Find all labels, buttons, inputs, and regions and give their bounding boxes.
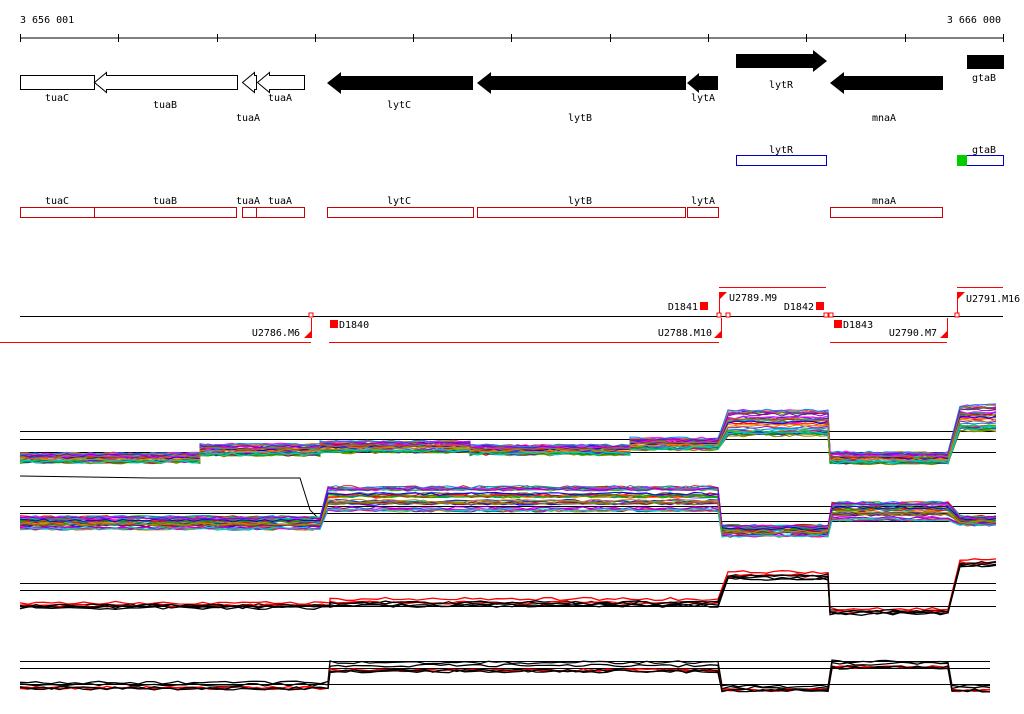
gene-lytA[interactable]: lytA [687, 73, 718, 104]
svg-text:lytA: lytA [691, 93, 715, 104]
ruler-end-label: 3 666 000 [947, 15, 1001, 26]
marker-U2791-M16[interactable]: U2791.M16 [957, 292, 1021, 313]
expression-panel-3 [19, 558, 997, 616]
gene-tuaC[interactable]: tuaC [20, 75, 95, 105]
gene-tuaA[interactable]: tuaA [256, 71, 305, 105]
svg-text:tuaB: tuaB [153, 100, 177, 111]
svg-text:tuaA: tuaA [236, 113, 260, 124]
svg-text:tuaA: tuaA [268, 196, 292, 207]
blue-feature-lytR[interactable]: lytR [736, 145, 827, 166]
expression-panel-2 [19, 475, 997, 538]
svg-text:lytB: lytB [568, 196, 592, 207]
svg-text:tuaB: tuaB [153, 196, 177, 207]
blue-feature-gtaB[interactable]: gtaB [957, 145, 1004, 166]
expression-panel-1 [19, 403, 997, 466]
marker-U2789-M9[interactable]: U2789.M9 [719, 292, 778, 313]
blue-feature-track: lytR gtaB [736, 145, 1004, 166]
expression-panel-4 [19, 659, 991, 693]
svg-text:tuaC: tuaC [45, 196, 69, 207]
svg-text:U2786.M6: U2786.M6 [252, 328, 300, 339]
gene-gtaB[interactable]: gtaB [967, 55, 1004, 84]
transcript-track: D1841 U2789.M9 D1842 U2791.M16 U2786.M6 … [0, 287, 1021, 343]
red-feature-track: tuaC tuaB tuaA tuaA lytC lytB lytA mnaA [20, 196, 943, 218]
svg-text:tuaA: tuaA [268, 93, 292, 104]
svg-text:mnaA: mnaA [872, 196, 896, 207]
svg-text:D1841: D1841 [668, 302, 698, 313]
svg-text:U2791.M16: U2791.M16 [966, 294, 1020, 305]
svg-text:U2790.M7: U2790.M7 [889, 328, 937, 339]
svg-text:lytB: lytB [568, 113, 592, 124]
ruler-start-label: 3 656 001 [20, 15, 74, 26]
gene-lytB[interactable]: lytB [477, 72, 686, 124]
svg-text:tuaC: tuaC [45, 93, 69, 104]
red-feature-tuaC[interactable]: tuaC [20, 196, 95, 218]
svg-text:lytR: lytR [769, 80, 794, 91]
gene-tuaA-small[interactable]: tuaA [236, 71, 260, 125]
svg-text:U2789.M9: U2789.M9 [729, 293, 777, 304]
svg-text:lytR: lytR [769, 145, 794, 156]
svg-text:gtaB: gtaB [972, 145, 996, 156]
svg-text:D1840: D1840 [339, 320, 369, 331]
marker-D1840[interactable]: D1840 [330, 320, 369, 331]
svg-text:lytA: lytA [691, 196, 715, 207]
gene-lytC[interactable]: lytC [327, 72, 473, 111]
gene-lytR[interactable]: lytR [736, 50, 827, 91]
red-feature-lytA[interactable]: lytA [687, 196, 719, 218]
marker-U2788-M10[interactable]: U2788.M10 [658, 318, 722, 339]
svg-text:lytC: lytC [387, 100, 411, 111]
green-marker [957, 155, 967, 166]
red-feature-tuaB[interactable]: tuaB [94, 196, 237, 218]
marker-D1842[interactable]: D1842 [784, 302, 824, 313]
red-feature-lytC[interactable]: lytC [327, 196, 474, 218]
marker-D1843[interactable]: D1843 [834, 320, 873, 331]
marker-U2786-M6[interactable]: U2786.M6 [252, 318, 312, 339]
red-feature-tuaA[interactable]: tuaA [256, 196, 305, 218]
coordinate-ruler: 3 656 001 3 666 000 [20, 15, 1004, 42]
red-feature-lytB[interactable]: lytB [477, 196, 686, 218]
gene-tuaB[interactable]: tuaB [93, 71, 238, 112]
svg-text:tuaA: tuaA [236, 196, 260, 207]
svg-text:mnaA: mnaA [872, 113, 896, 124]
red-feature-mnaA[interactable]: mnaA [830, 196, 943, 218]
svg-text:lytC: lytC [387, 196, 411, 207]
svg-text:U2788.M10: U2788.M10 [658, 328, 712, 339]
gene-arrow-track: tuaC tuaB tuaA tuaA lytC lytB ly [20, 50, 1004, 125]
gene-mnaA[interactable]: mnaA [830, 72, 943, 124]
svg-text:D1843: D1843 [843, 320, 873, 331]
marker-D1841[interactable]: D1841 [668, 302, 708, 313]
marker-U2790-M7[interactable]: U2790.M7 [889, 318, 948, 339]
svg-text:D1842: D1842 [784, 302, 814, 313]
svg-text:gtaB: gtaB [972, 73, 996, 84]
